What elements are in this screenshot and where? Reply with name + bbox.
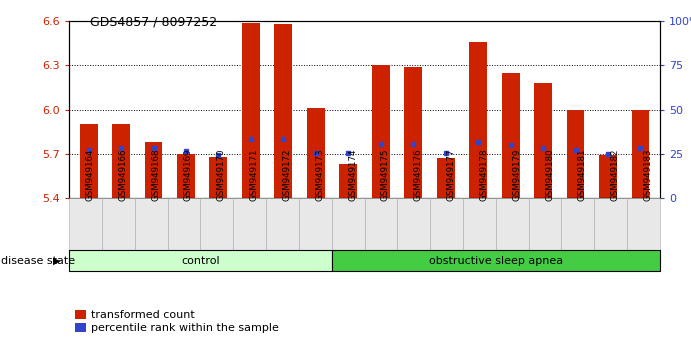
Text: GSM949179: GSM949179 — [512, 148, 521, 201]
Bar — [502, 73, 520, 198]
Bar — [437, 158, 455, 198]
FancyBboxPatch shape — [69, 198, 102, 250]
FancyBboxPatch shape — [365, 198, 397, 250]
Text: GSM949180: GSM949180 — [545, 148, 554, 201]
Bar — [274, 24, 292, 198]
Text: GSM949178: GSM949178 — [480, 148, 489, 201]
FancyBboxPatch shape — [627, 198, 660, 250]
Text: obstructive sleep apnea: obstructive sleep apnea — [428, 256, 563, 266]
Text: GSM949176: GSM949176 — [414, 148, 423, 201]
FancyBboxPatch shape — [561, 198, 594, 250]
FancyBboxPatch shape — [495, 198, 529, 250]
FancyBboxPatch shape — [200, 198, 233, 250]
FancyBboxPatch shape — [233, 198, 266, 250]
FancyBboxPatch shape — [430, 198, 463, 250]
Bar — [469, 42, 487, 198]
Text: GSM949181: GSM949181 — [578, 148, 587, 201]
Text: GSM949183: GSM949183 — [643, 148, 652, 201]
FancyBboxPatch shape — [167, 198, 200, 250]
FancyBboxPatch shape — [397, 198, 430, 250]
Bar — [632, 110, 650, 198]
Bar — [209, 157, 227, 198]
Bar — [339, 164, 357, 198]
Text: GSM949169: GSM949169 — [184, 148, 193, 201]
Text: GSM949166: GSM949166 — [118, 148, 127, 201]
FancyBboxPatch shape — [266, 198, 299, 250]
Text: GSM949177: GSM949177 — [446, 148, 455, 201]
Text: GDS4857 / 8097252: GDS4857 / 8097252 — [90, 16, 217, 29]
Bar — [372, 65, 390, 198]
Text: GSM949175: GSM949175 — [381, 148, 390, 201]
Text: GSM949168: GSM949168 — [151, 148, 160, 201]
Legend: transformed count, percentile rank within the sample: transformed count, percentile rank withi… — [75, 310, 279, 333]
Text: disease state: disease state — [1, 256, 75, 266]
Text: ▶: ▶ — [53, 256, 61, 266]
Bar — [404, 67, 422, 198]
FancyBboxPatch shape — [529, 198, 561, 250]
FancyBboxPatch shape — [594, 198, 627, 250]
FancyBboxPatch shape — [332, 198, 365, 250]
Text: GSM949164: GSM949164 — [86, 148, 95, 201]
Bar — [242, 23, 260, 198]
FancyBboxPatch shape — [463, 198, 495, 250]
Bar — [144, 142, 162, 198]
FancyBboxPatch shape — [69, 250, 332, 271]
Bar — [307, 108, 325, 198]
Text: GSM949174: GSM949174 — [348, 148, 357, 201]
Bar — [599, 155, 617, 198]
Text: control: control — [181, 256, 220, 266]
Bar — [534, 83, 552, 198]
Text: GSM949170: GSM949170 — [217, 148, 226, 201]
Text: GSM949182: GSM949182 — [611, 148, 620, 201]
Text: GSM949172: GSM949172 — [283, 148, 292, 201]
Bar — [112, 125, 130, 198]
FancyBboxPatch shape — [332, 250, 660, 271]
Bar — [79, 125, 97, 198]
Bar — [567, 110, 585, 198]
Bar — [177, 154, 195, 198]
FancyBboxPatch shape — [102, 198, 135, 250]
FancyBboxPatch shape — [135, 198, 167, 250]
Text: GSM949173: GSM949173 — [315, 148, 324, 201]
FancyBboxPatch shape — [299, 198, 332, 250]
Text: GSM949171: GSM949171 — [249, 148, 258, 201]
